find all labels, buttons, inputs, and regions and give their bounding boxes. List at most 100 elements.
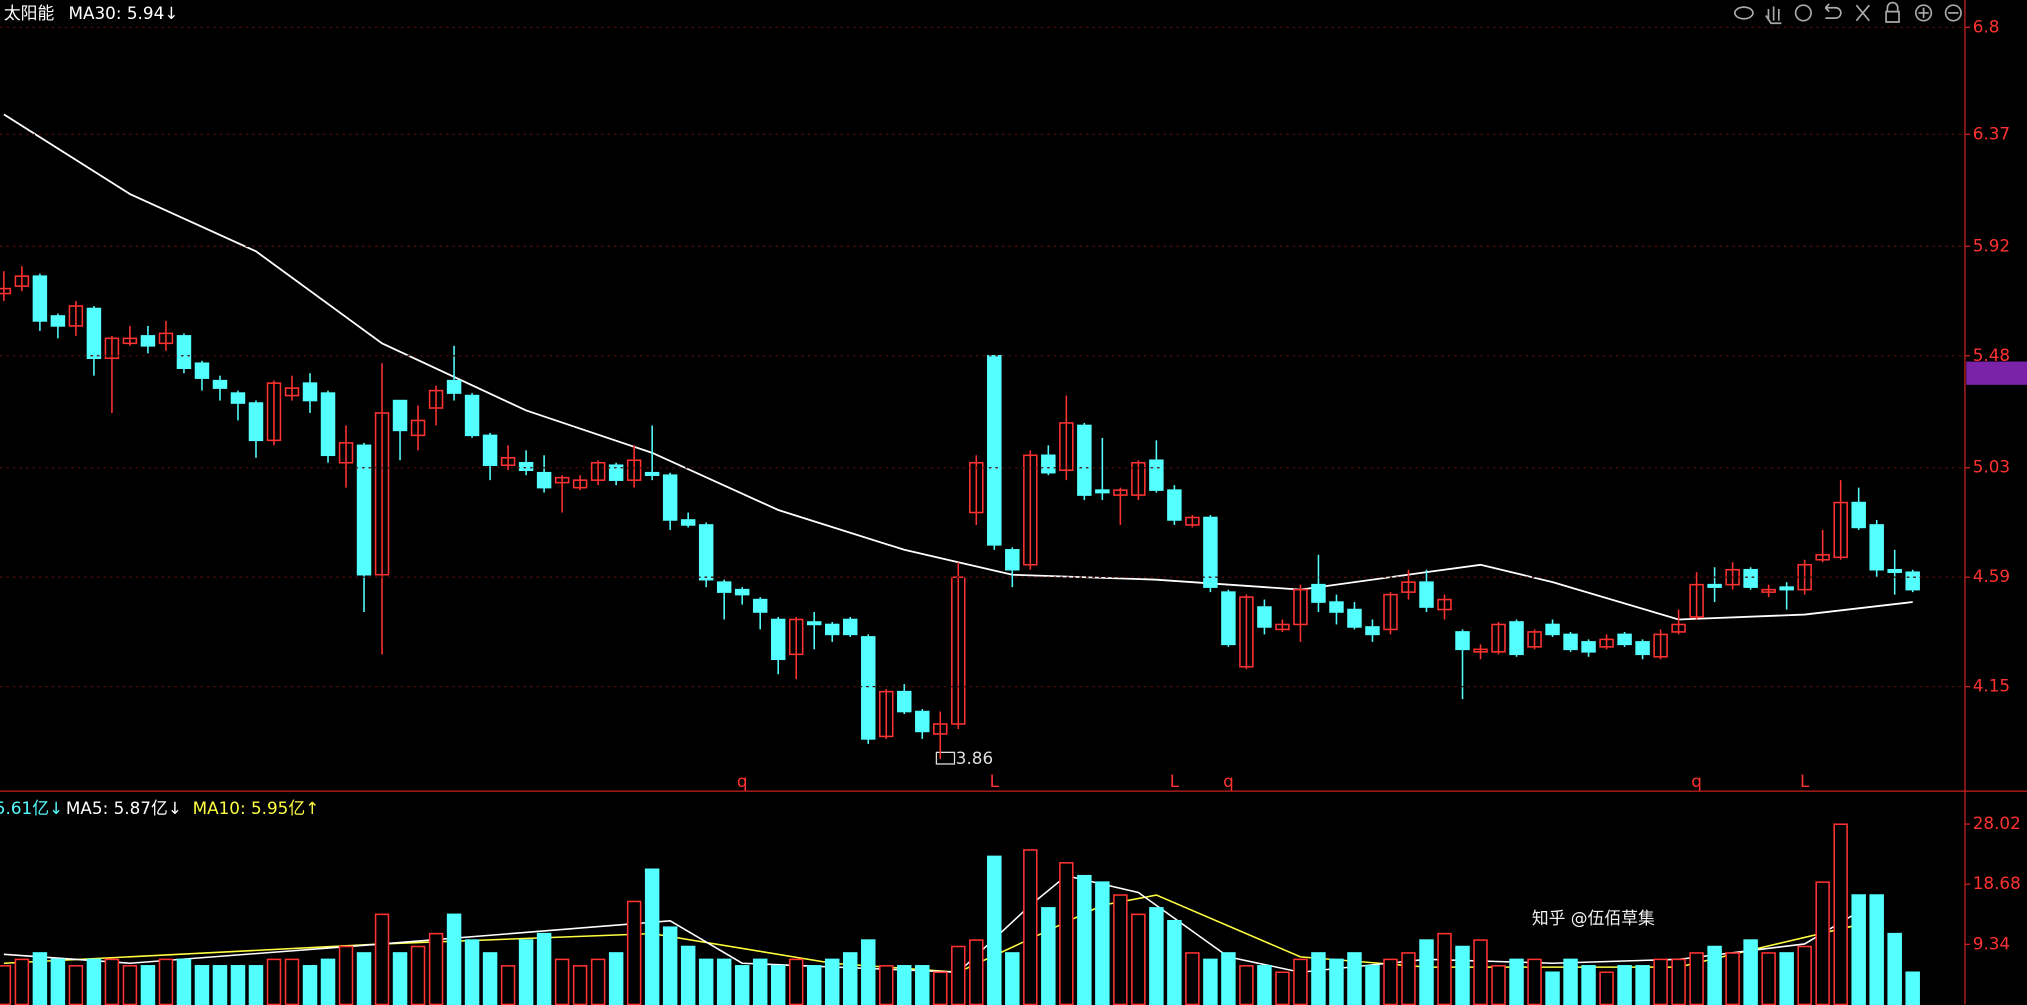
volume-bar [824,958,840,1005]
volume-bar [392,952,408,1005]
tool-icon[interactable] [1824,3,1842,19]
y-tick-label: 28.02 [1973,813,2021,833]
volume-bar [266,958,282,1005]
legend-entry: MA10: 5.95亿↑ [193,798,320,818]
volume-bar [1131,913,1146,1005]
signal-marker: q [737,771,748,791]
tool-icon[interactable] [1855,4,1870,22]
volume-bar [590,958,606,1005]
volume-bar [716,958,732,1005]
volume-bar [104,958,120,1005]
volume-bar [843,952,858,1005]
volume-bar [1581,965,1596,1005]
volume-bar [1653,958,1668,1005]
volume-bar [212,965,228,1005]
volume-bar [1599,971,1614,1005]
volume-bar [1563,958,1578,1005]
volume-bar [1401,952,1416,1005]
volume-bar [68,965,84,1005]
volume-bar [1293,958,1308,1005]
volume-bar [1023,849,1038,1005]
volume-bar [1527,958,1542,1005]
volume-bar [140,965,156,1005]
volume-bar [915,965,930,1005]
volume-bar [1437,932,1452,1005]
signal-marker: L [990,771,1000,791]
signal-marker: q [1223,771,1234,791]
volume-bar [1167,919,1182,1005]
volume-bar [50,958,66,1005]
volume-bar [1347,952,1362,1005]
volume-bar [1041,907,1056,1005]
volume-bar [248,965,264,1005]
volume-bar [752,958,768,1005]
tool-icon[interactable] [1885,1,1900,23]
y-tick-label: 18.68 [1973,873,2021,893]
volume-bar [933,971,948,1005]
volume-bar [951,945,966,1005]
volume-bar [626,900,642,1005]
volume-bar [1257,965,1272,1005]
volume-bar [1815,881,1830,1005]
volume-bar [464,939,480,1005]
volume-bar [1761,952,1776,1005]
volume-label: 5.61亿↓ [0,798,63,818]
volume-bar [0,965,12,1005]
volume-bar [482,952,498,1005]
volume-bar [374,913,390,1005]
volume-bar [194,965,210,1005]
volume-bar [879,965,894,1005]
volume-bar [1311,952,1326,1005]
volume-bar [338,945,354,1005]
volume-bar [446,913,462,1005]
volume-bar [518,939,534,1005]
volume-bar [554,958,570,1005]
volume-bar [302,965,318,1005]
volume-bar [788,958,804,1005]
volume-bar [1509,958,1524,1005]
volume-bar [1905,971,1920,1005]
tool-icon[interactable] [1794,4,1812,22]
tool-icon[interactable] [1765,6,1782,25]
volume-bar [608,952,624,1005]
y-tick-label: 5.48 [1973,345,2010,365]
volume-bar [969,939,984,1005]
y-tick-label: 5.03 [1973,457,2010,477]
volume-bar [536,932,552,1005]
signal-marker: L [1170,771,1180,791]
signal-marker: L [1800,771,1810,791]
y-tick-label: 9.34 [1973,933,2010,953]
legend-entry: MA30: 5.94↓ [69,3,179,23]
volume-bar [1185,952,1200,1005]
volume-bar [356,952,372,1005]
volume-bar [1149,907,1164,1005]
tool-icon[interactable] [1734,6,1754,20]
volume-bar [698,958,714,1005]
volume-bar [1077,874,1092,1005]
volume-bar [897,965,912,1005]
volume-bar [1059,862,1074,1005]
y-tick-label: 4.59 [1973,566,2010,586]
volume-bar [1203,958,1218,1005]
volume-bar [1005,952,1020,1005]
volume-bar [1635,965,1650,1005]
volume-bar [861,939,876,1005]
tool-icon[interactable] [1944,4,1962,22]
volume-bar [1779,952,1794,1005]
volume-bar [500,965,516,1005]
volume-bar [158,958,174,1005]
volume-bar [320,958,336,1005]
volume-bar [734,965,750,1005]
volume-bar [1887,932,1902,1005]
volume-bar [14,958,30,1005]
y-tick-label: 5.92 [1973,235,2010,255]
volume-bar [1329,958,1344,1005]
volume-bar [1869,894,1884,1005]
volume-bar [176,958,192,1005]
legend-entry: MA5: 5.87亿↓ [66,798,182,818]
tool-icon[interactable] [1914,4,1933,22]
tool-icon[interactable] [1918,7,1929,19]
